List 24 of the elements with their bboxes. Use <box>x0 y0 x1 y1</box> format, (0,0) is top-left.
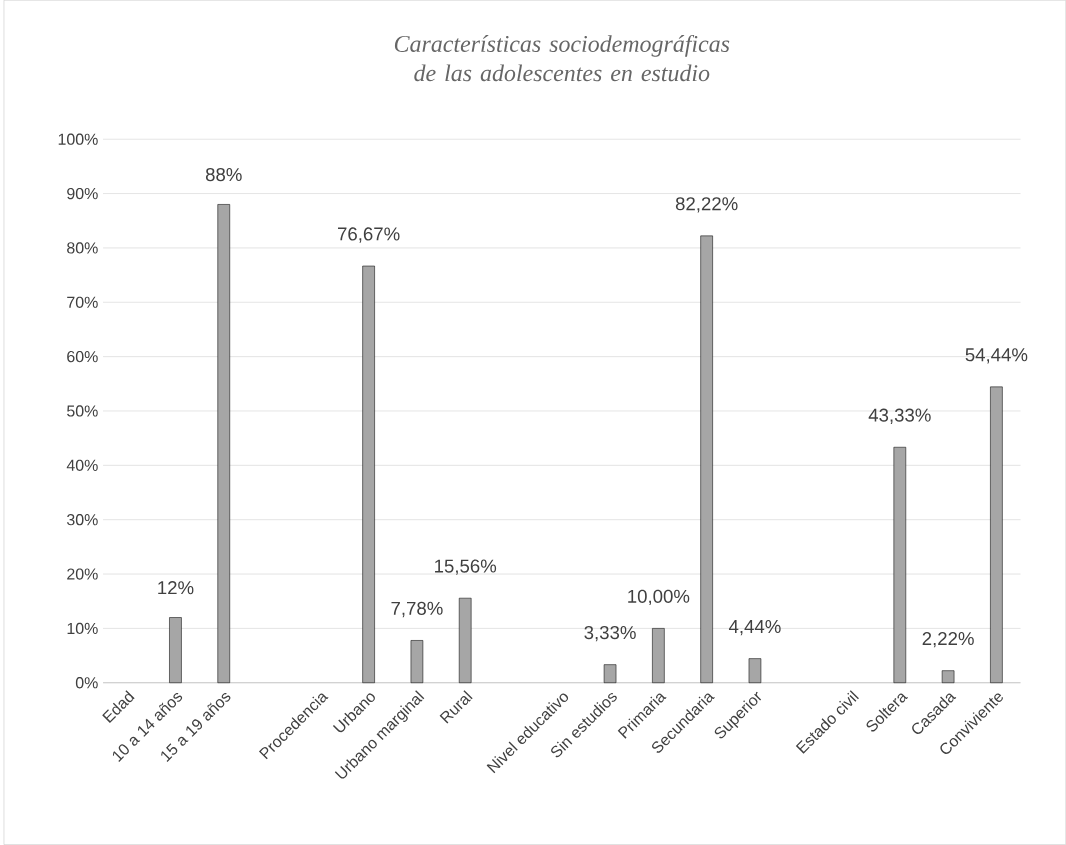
data-label: 2,22% <box>922 632 974 648</box>
y-tick-label: 10% <box>67 622 98 635</box>
y-tick-label: 80% <box>67 242 98 254</box>
y-tick-label: 20% <box>67 568 98 580</box>
y-tick-label: 50% <box>67 405 98 417</box>
y-tick-label: 100% <box>58 133 98 145</box>
data-label: 15,56% <box>435 559 497 575</box>
y-tick-label: 40% <box>66 459 98 472</box>
data-label: 4,44% <box>728 620 781 636</box>
chart-title: Características sociodemográficas de las adolescentes en estudio <box>394 34 730 82</box>
y-tick-label: 0% <box>75 677 98 689</box>
data-label: 10,00% <box>628 589 690 606</box>
data-label: 82,22% <box>675 197 738 213</box>
data-label: 88% <box>205 167 242 182</box>
data-label: 3,33% <box>584 625 636 642</box>
data-label: 43,33% <box>868 408 931 424</box>
y-tick-label: 70% <box>67 296 98 308</box>
data-label: 76,67% <box>338 227 400 243</box>
data-label: 54,44% <box>965 348 1028 364</box>
y-tick-label: 30% <box>66 514 98 526</box>
y-tick-label: 60% <box>67 351 98 363</box>
data-label: 12% <box>158 581 194 595</box>
y-tick-label: 90% <box>67 187 98 200</box>
data-label: 7,78% <box>391 601 443 618</box>
